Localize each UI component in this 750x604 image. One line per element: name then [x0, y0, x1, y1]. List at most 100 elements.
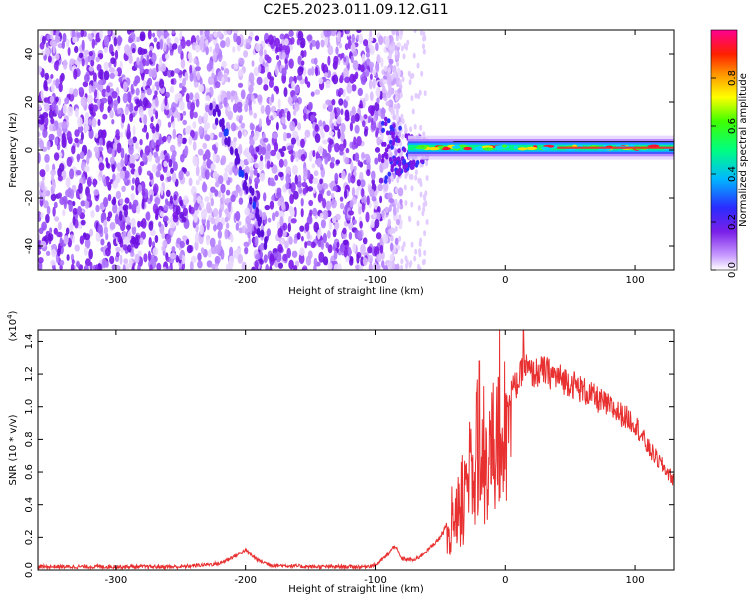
- spectrogram-cell: [96, 64, 102, 72]
- spectrogram-cell: [154, 197, 161, 206]
- spectrogram-cell: [109, 72, 115, 79]
- spectrogram-cell: [363, 39, 369, 47]
- spectrogram-cell: [204, 196, 210, 203]
- spectrogram-cell: [328, 138, 334, 145]
- spectrogram-cell: [276, 252, 282, 263]
- spectrogram-cell: [54, 216, 60, 222]
- spectrogram-cell: [256, 76, 263, 86]
- spectrogram-cell: [375, 73, 379, 79]
- spectrogram-cell: [356, 34, 360, 40]
- spectrogram-cell: [283, 158, 288, 168]
- spectrogram-cell: [67, 47, 71, 56]
- spectrogram-cell: [80, 219, 86, 226]
- spectrogram-cell: [119, 210, 123, 222]
- spectrogram-cell: [113, 36, 118, 47]
- spectrogram-cell: [191, 255, 197, 263]
- spectrogram-cell: [310, 114, 315, 122]
- spectrogram-cell: [74, 244, 80, 252]
- spectrogram-cell: [303, 112, 307, 122]
- spectrogram-cell: [389, 242, 394, 252]
- spectrogram-cell: [322, 103, 327, 110]
- spectrogram-cell: [395, 218, 401, 226]
- spectrogram-cell: [367, 254, 374, 264]
- spectrogram-cell: [98, 137, 103, 146]
- figure-title: C2E5.2023.011.09.12.G11: [263, 2, 448, 18]
- spectrogram-cell: [338, 87, 344, 96]
- spectrogram-cell: [374, 62, 380, 73]
- spectrogram-cell: [128, 37, 133, 44]
- spectrogram-cell: [66, 130, 72, 142]
- spectrogram-cell: [88, 118, 92, 126]
- spectrogram-cell: [321, 132, 325, 139]
- spectrogram-cell: [296, 181, 302, 188]
- spectrogram-cell: [179, 30, 183, 40]
- spectrogram-cell: [337, 186, 341, 193]
- spectrogram-cell: [155, 214, 159, 221]
- spectrogram-cell: [70, 233, 74, 240]
- spectrogram-cell: [79, 151, 85, 160]
- spectrogram-cell: [278, 210, 285, 219]
- spectrogram-cell: [59, 163, 65, 172]
- spectrogram-cell: [318, 195, 324, 202]
- spectrogram-cell: [66, 254, 70, 261]
- spectrogram-cell: [259, 172, 266, 182]
- spectrogram-cell: [232, 46, 236, 53]
- spectrogram-cell: [362, 257, 368, 266]
- spectrogram-cell: [400, 258, 404, 265]
- spectrogram-cell: [225, 222, 230, 229]
- carrier-hotspot: [541, 146, 550, 150]
- spectrogram-cell: [328, 131, 335, 137]
- snr-ylabel: SNR (10 * v/v): [8, 414, 19, 485]
- y-tick-label: 0.2: [24, 529, 35, 545]
- spectrogram-cell: [284, 45, 291, 55]
- spectrogram-cell: [392, 206, 397, 216]
- spectrogram-cell: [95, 56, 100, 63]
- spectrogram-cell: [366, 195, 370, 206]
- spectrogram-cell: [371, 196, 377, 202]
- spectrogram-cell: [290, 207, 295, 218]
- spectrogram-cell: [169, 50, 174, 56]
- spectrogram-cell: [55, 78, 60, 89]
- spectrogram-cell: [413, 255, 417, 262]
- spectrogram-cell: [269, 200, 275, 210]
- spectrogram-cell: [103, 70, 110, 81]
- spectrogram-burst-cell: [390, 130, 394, 136]
- spectrogram-cell: [165, 189, 171, 197]
- spectrogram-burst-cell: [381, 153, 385, 159]
- spectrogram-cell: [45, 250, 51, 256]
- spectrogram-streak-cell: [214, 117, 219, 126]
- spectrogram-cell: [339, 202, 345, 210]
- spectrogram-cell: [40, 240, 47, 248]
- spectrogram-cell: [124, 197, 130, 204]
- spectrogram-cell: [320, 239, 325, 250]
- spectrogram-cell: [387, 218, 392, 227]
- spectrogram-cell: [230, 194, 236, 203]
- spectrogram-cell: [57, 221, 62, 231]
- spectrogram-cell: [39, 124, 45, 131]
- spectrogram-cell: [215, 43, 220, 54]
- spectrogram-cell: [388, 52, 392, 59]
- spectrogram-burst-cell: [383, 121, 388, 127]
- spectrogram-burst-cell: [402, 147, 407, 153]
- spectrogram-cell: [322, 139, 328, 145]
- spectrogram-cell: [149, 229, 156, 236]
- spectrogram-cell: [194, 232, 200, 244]
- spectrogram-cell: [394, 187, 398, 194]
- spectrogram-cell: [233, 137, 238, 143]
- spectrogram-cell: [185, 238, 190, 245]
- carrier-hotspot: [513, 145, 518, 149]
- spectrogram-cell: [109, 222, 116, 230]
- spectrogram-cell: [316, 157, 323, 168]
- spectrogram-cell: [378, 177, 384, 184]
- spectrogram-cell: [270, 149, 277, 157]
- spectrogram-cell: [195, 34, 200, 43]
- spectrogram-cell: [348, 210, 354, 216]
- spectrogram-cell: [354, 124, 360, 134]
- spectrogram-cell: [309, 209, 313, 217]
- spectrogram-cell: [361, 53, 366, 63]
- spectrogram-cell: [170, 252, 176, 260]
- spectrogram-cell: [259, 259, 264, 265]
- spectrogram-cell: [204, 134, 211, 141]
- spectrogram-cell: [76, 153, 80, 163]
